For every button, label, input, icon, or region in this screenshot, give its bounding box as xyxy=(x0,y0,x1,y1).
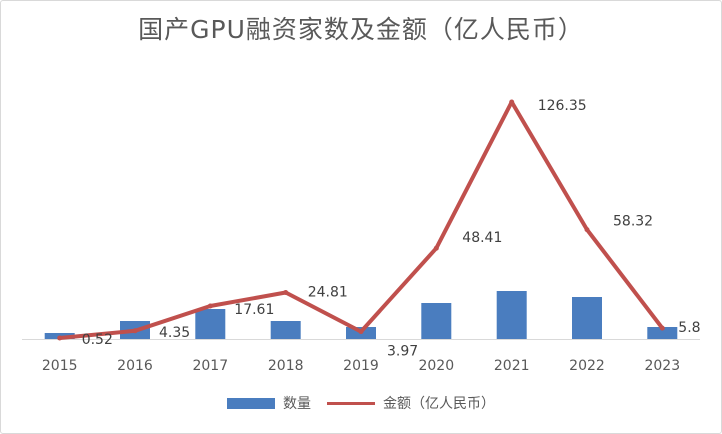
legend-label-count: 数量 xyxy=(283,396,311,412)
amount-label-2021: 126.35 xyxy=(538,98,587,114)
bar-2021 xyxy=(496,291,527,339)
amount-label-2016: 4.35 xyxy=(159,325,190,341)
x-tick-label-2020: 2020 xyxy=(418,358,454,374)
x-tick-label-2021: 2021 xyxy=(494,358,530,374)
legend-bar-swatch xyxy=(227,397,275,409)
amount-label-2018: 24.81 xyxy=(308,285,348,301)
bar-2018 xyxy=(270,321,301,339)
legend-label-amount: 金额（亿人民币） xyxy=(383,396,495,412)
amount-label-2020: 48.41 xyxy=(462,230,502,246)
amount-label-2017: 17.61 xyxy=(234,302,274,318)
amount-label-2022: 58.32 xyxy=(613,214,653,230)
amount-point-2017 xyxy=(207,303,213,309)
amount-point-2015 xyxy=(57,335,63,341)
legend-item-count: 数量 xyxy=(227,393,311,413)
amount-point-2020 xyxy=(433,245,439,251)
amount-point-2018 xyxy=(283,290,289,295)
x-tick-label-2018: 2018 xyxy=(268,358,304,374)
amount-point-2019 xyxy=(358,329,364,335)
chart-title: 国产GPU融资家数及金额（亿人民币） xyxy=(138,15,584,44)
amount-label-2019: 3.97 xyxy=(387,344,418,360)
chart-legend: 数量 金额（亿人民币） xyxy=(0,393,722,413)
bar-2022 xyxy=(572,297,602,339)
legend-item-amount: 金额（亿人民币） xyxy=(327,393,495,413)
amount-point-2016 xyxy=(132,328,138,334)
amount-point-2023 xyxy=(659,325,665,331)
amount-label-2023: 5.8 xyxy=(678,320,700,336)
legend-line-swatch xyxy=(327,401,375,405)
x-tick-label-2019: 2019 xyxy=(343,358,379,374)
bar-2017 xyxy=(195,309,226,339)
x-tick-label-2023: 2023 xyxy=(644,358,680,374)
x-tick-label-2022: 2022 xyxy=(569,358,605,374)
bar-2023 xyxy=(647,327,678,339)
amount-line xyxy=(57,100,665,340)
bar-2020 xyxy=(421,303,452,339)
x-tick-label-2015: 2015 xyxy=(42,358,78,374)
amount-label-2015: 0.52 xyxy=(82,332,113,348)
x-tick-label-2016: 2016 xyxy=(117,358,153,374)
x-tick-label-2017: 2017 xyxy=(192,358,228,374)
amount-point-2022 xyxy=(584,227,590,233)
amount-point-2021 xyxy=(509,99,515,105)
